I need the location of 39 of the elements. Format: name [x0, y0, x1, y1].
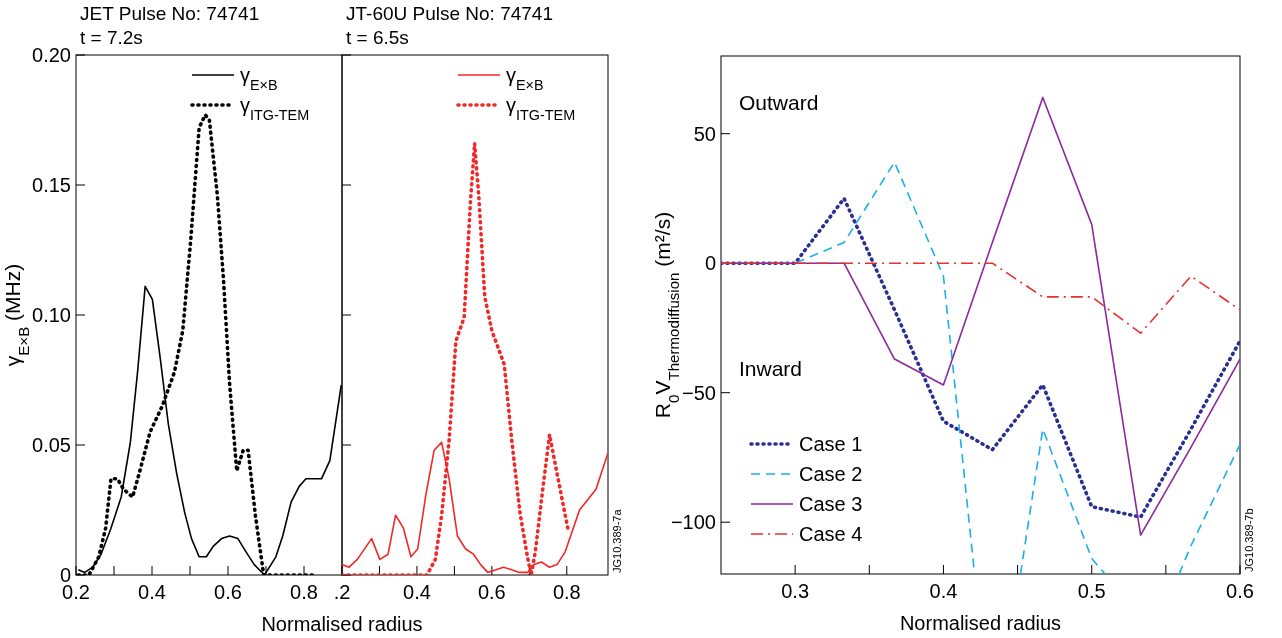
line-series: [721, 196, 1240, 519]
y-tick-label: −100: [670, 511, 716, 534]
y-tick-label: 50: [693, 122, 716, 145]
text: JG10.389-7a: [611, 508, 623, 573]
x-tick-label: 0.6: [214, 581, 242, 603]
x-tick-label: 0.8: [552, 581, 581, 603]
x-tick-label: 0.5: [1077, 580, 1106, 602]
legend-label: Case 3: [799, 493, 863, 515]
annotation: Outward: [739, 91, 819, 114]
y-tick-label: −50: [682, 381, 716, 404]
line-series: [721, 262, 1240, 334]
y-tick-label: 0.05: [32, 434, 71, 456]
legend-label: γ$_{ITG-TEM}$: [240, 94, 310, 123]
x-axis-title: Normalised radius: [261, 613, 423, 635]
x-tick-label: 0.3: [781, 580, 810, 602]
x-tick-label: 0.4: [403, 581, 431, 603]
y-tick-label: 0: [704, 252, 716, 275]
x-tick-label: 0.4: [929, 580, 958, 602]
y-tick-label: 0.10: [32, 304, 71, 326]
x-axis-title: Normalised radius: [899, 612, 1062, 634]
x-tick-label: .2: [333, 581, 351, 603]
legend-label: Case 4: [799, 523, 863, 545]
legend-label: γ$_{E×B}$: [240, 64, 278, 93]
x-tick-label: 0.6: [1226, 580, 1254, 602]
legend-label: γ$_{ITG-TEM}$: [506, 94, 576, 123]
legend-label: γ$_{E×B}$: [506, 64, 544, 93]
chart-title: JT-60U Pulse No: 74741: [346, 3, 554, 24]
annotation: Inward: [739, 357, 803, 380]
legend-label: Case 1: [799, 433, 863, 455]
chart-subtitle: t = 7.2s: [80, 27, 143, 48]
chart-title: JET Pulse No: 74741: [80, 3, 260, 24]
x-tick-label: 0.6: [477, 581, 506, 603]
text: JG10.389-7b: [1243, 508, 1255, 572]
chart-subtitle: t = 6.5s: [346, 27, 409, 48]
x-tick-label: 0.4: [138, 581, 166, 603]
x-tick-label: 0.8: [290, 581, 318, 603]
y-tick-label: 0.15: [32, 174, 71, 196]
legend-label: Case 2: [799, 463, 863, 485]
y-tick-label: 0.20: [32, 44, 71, 66]
